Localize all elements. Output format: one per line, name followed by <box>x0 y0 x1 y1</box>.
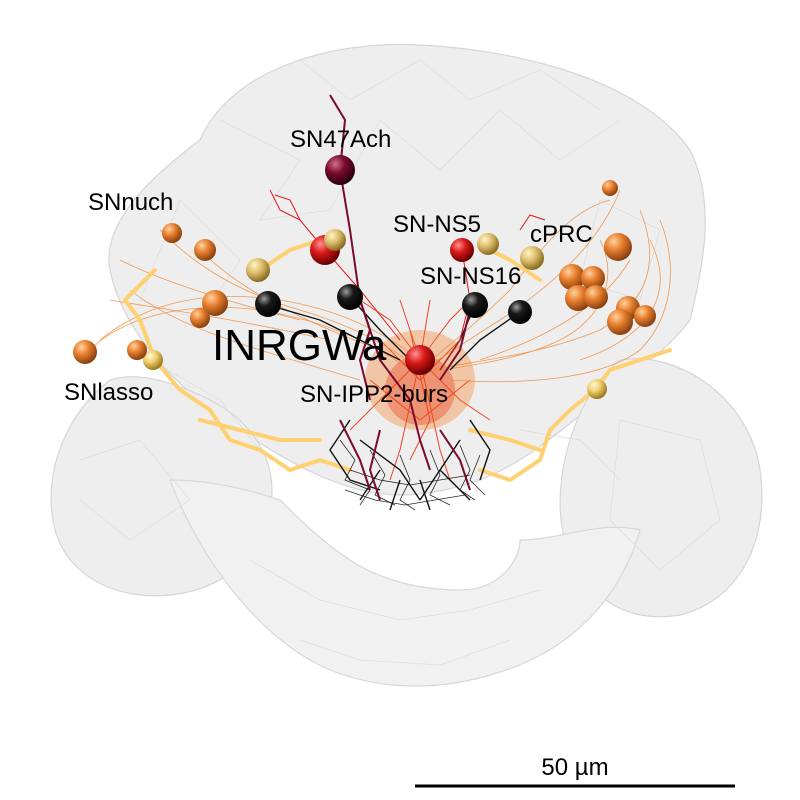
label-sn-ipp2-burs: SN-IPP2-burs <box>300 381 448 408</box>
label-snnuch: SNnuch <box>88 189 173 216</box>
sn-ipp2-burs-neuropil <box>365 330 475 430</box>
snnuch-soma <box>565 285 591 311</box>
snnuch-soma <box>584 285 608 309</box>
sn-ns16-soma-2 <box>337 284 363 310</box>
cprc-soma-3 <box>477 233 499 255</box>
sn-ns16-soma-4 <box>508 300 532 324</box>
snnuch-soma <box>194 239 216 261</box>
sn47ach-soma <box>325 155 355 185</box>
sn-ns16-soma-3 <box>462 292 488 318</box>
snnuch-soma <box>581 266 605 290</box>
snlasso-axons <box>123 238 672 482</box>
cprc-soma-1 <box>324 229 346 251</box>
snnuch-soma <box>634 305 656 327</box>
snnuch-soma <box>602 180 618 196</box>
snnuch-soma <box>559 264 585 290</box>
snlasso-soma-left <box>143 350 163 370</box>
label-cprc: cPRC <box>530 221 593 248</box>
label-sn47ach: SN47Ach <box>290 126 391 153</box>
snnuch-soma <box>73 340 97 364</box>
label-sn-ns16: SN-NS16 <box>420 263 521 290</box>
sn-ns16-soma-1 <box>255 291 281 317</box>
scale-bar-label: 50 µm <box>541 754 608 781</box>
cprc-soma-2 <box>246 258 270 282</box>
sn-ipp2-burs-soma <box>405 345 435 375</box>
sn-ns5-soma-right <box>450 238 474 262</box>
brain-mesh <box>50 43 763 687</box>
scale-bar: 50 µm <box>415 754 735 788</box>
label-snlasso: SNlasso <box>64 379 153 406</box>
label-sn-ns5: SN-NS5 <box>393 211 481 238</box>
cprc-soma-4 <box>520 246 544 270</box>
brain-lower-body <box>169 479 641 687</box>
snnuch-soma <box>127 340 147 360</box>
snlasso-soma-right <box>587 379 607 399</box>
snnuch-soma <box>162 223 182 243</box>
snnuch-soma <box>190 308 210 328</box>
somata <box>73 155 656 399</box>
sn47ach-arbor <box>329 94 471 501</box>
sn-ns16-arbors <box>267 296 521 511</box>
cell-type-labels: SN47Ach SNnuch SN-NS5 cPRC SN-NS16 INRGW… <box>64 126 593 408</box>
label-inrgwa: INRGWa <box>212 321 387 370</box>
snnuch-soma <box>604 233 632 261</box>
inrgwa-dense-arbor <box>339 439 486 511</box>
snnuch-soma <box>202 290 228 316</box>
snnuch-soma <box>607 309 633 335</box>
